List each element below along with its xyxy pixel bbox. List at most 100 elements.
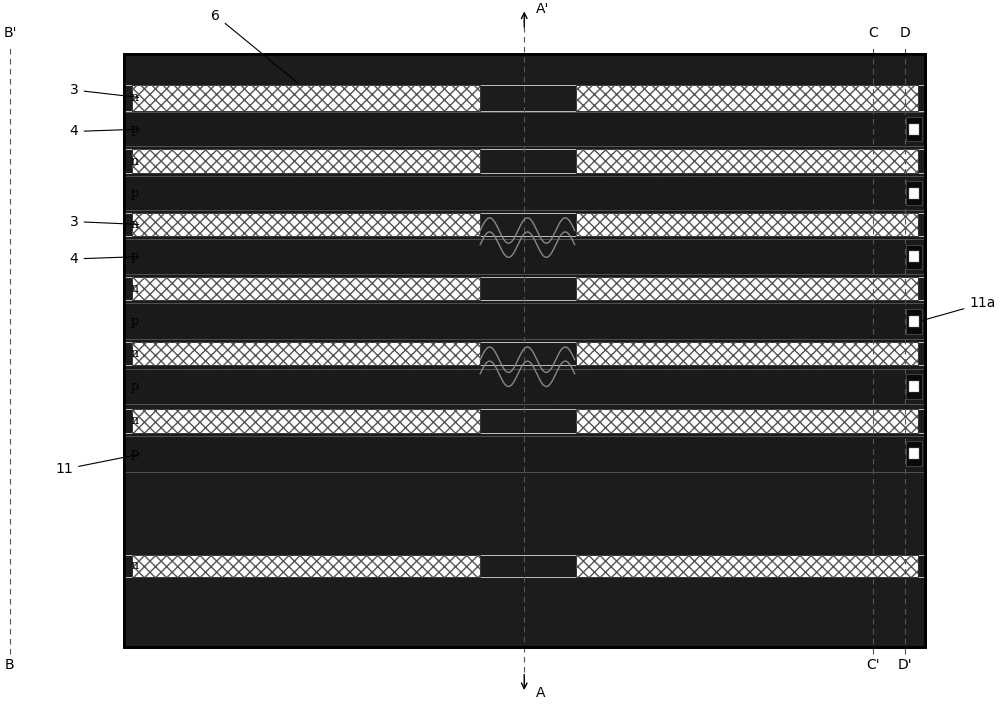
Point [181,134,197,145]
Point [829,435,845,446]
Point [672,262,688,274]
Point [874,368,890,379]
Point [577,316,593,327]
Point [253,299,269,310]
Point [277,192,293,203]
Point [295,249,311,260]
Point [736,308,752,319]
Point [564,250,580,261]
Point [333,451,349,462]
Point [862,385,878,396]
Point [231,309,247,320]
Point [184,109,200,120]
Point [700,252,716,264]
Point [614,175,630,187]
Point [714,450,730,461]
Point [752,117,768,129]
Point [714,395,730,406]
Point [359,368,375,379]
Point [765,380,781,392]
Point [276,393,292,404]
Point [549,313,565,325]
Point [234,242,250,253]
Point [789,325,805,337]
Point [828,383,844,395]
Point [811,310,827,321]
Point [896,182,912,194]
Point [334,390,350,401]
Point [364,386,380,397]
Point [620,462,636,474]
Point [621,131,637,142]
Point [751,450,767,462]
Point [600,452,616,463]
Point [439,382,455,393]
Point [534,119,550,130]
Point [425,120,441,132]
Point [314,448,330,459]
Point [862,460,878,472]
Point [198,391,214,402]
Point [191,115,207,127]
Point [162,259,178,270]
Point [253,322,269,333]
Point [178,461,194,472]
Point [152,460,168,472]
Point [746,436,762,448]
Point [636,462,652,474]
Point [216,386,232,397]
Point [478,380,494,391]
Point [645,115,661,126]
Point [130,184,146,195]
Point [223,368,239,379]
Point [480,250,496,262]
Point [374,117,390,128]
Point [899,439,915,450]
Point [739,187,755,198]
Point [774,305,790,316]
Point [533,244,549,255]
Point [892,327,908,339]
Point [611,266,627,277]
Point [255,329,271,340]
Point [270,452,286,463]
Point [773,324,789,335]
Point [814,139,830,150]
Point [335,255,351,266]
Point [647,201,663,212]
Point [138,261,154,272]
Bar [124,368,925,404]
Point [406,188,422,199]
Point [422,177,438,189]
Point [574,387,590,398]
Point [865,462,881,473]
Point [505,454,521,465]
Point [243,381,259,392]
Point [342,132,358,143]
Point [636,378,652,390]
Point [162,136,178,147]
Point [199,378,215,390]
Point [130,255,146,266]
Point [408,320,424,332]
Point [408,447,424,458]
Point [251,368,267,379]
Point [591,111,607,122]
Point [683,368,699,379]
Point [282,262,298,273]
Point [893,444,909,455]
Point [559,317,575,329]
Point [830,458,846,469]
Point [289,438,305,450]
Point [232,456,248,467]
Point [480,435,496,446]
Point [787,175,803,186]
Point [807,379,823,390]
Point [325,366,341,378]
Point [612,442,628,453]
Point [430,432,446,443]
Point [463,313,479,325]
Point [578,128,594,139]
Point [166,255,182,266]
Point [210,445,226,456]
